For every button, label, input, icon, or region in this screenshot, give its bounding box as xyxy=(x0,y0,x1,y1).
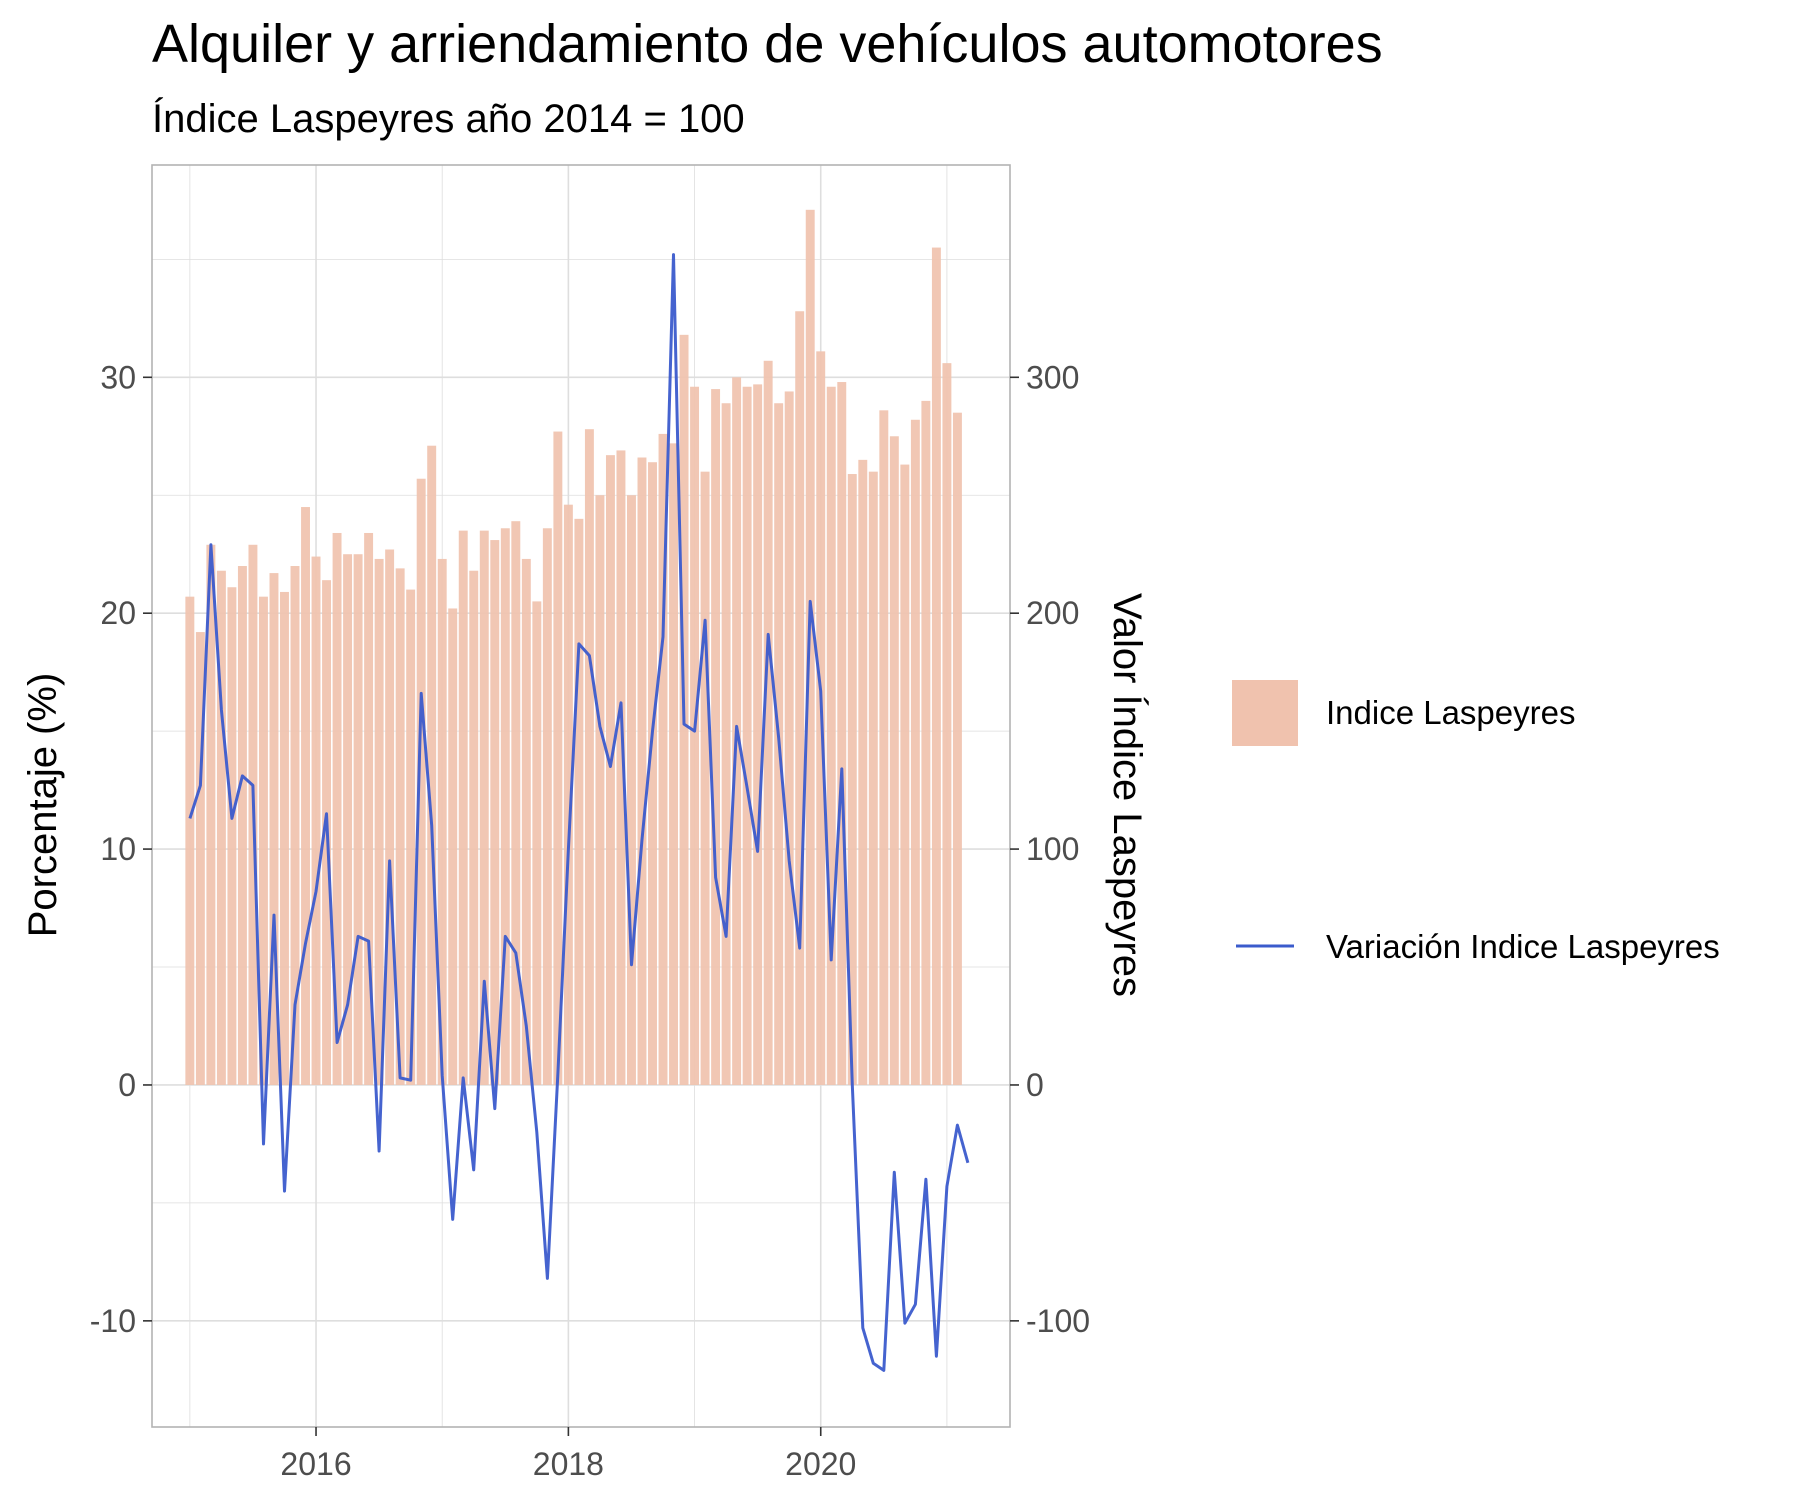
bar xyxy=(237,566,247,1085)
bar xyxy=(490,540,500,1085)
bar xyxy=(542,528,552,1085)
bar xyxy=(921,400,931,1085)
x-tick-label: 2016 xyxy=(280,1446,351,1482)
bar xyxy=(669,443,678,1085)
bar xyxy=(395,568,405,1085)
bar xyxy=(795,311,805,1085)
bar xyxy=(952,412,962,1085)
series-line xyxy=(188,253,970,1372)
y-axis-title-right: Valor Índice Laspeyres xyxy=(1105,593,1150,997)
bar xyxy=(763,360,773,1085)
x-tick-label: 2020 xyxy=(785,1446,856,1482)
bar xyxy=(479,530,489,1085)
y-axis-title-left: Porcentaje (%) xyxy=(21,673,65,938)
bar xyxy=(648,462,657,1085)
bar xyxy=(784,391,794,1085)
chart-title: Alquiler y arriendamiento de vehículos a… xyxy=(152,14,1383,74)
bar xyxy=(847,474,857,1085)
bar xyxy=(690,386,700,1085)
bar xyxy=(332,532,342,1085)
y-tick-label-left: 10 xyxy=(100,831,136,867)
bar xyxy=(858,459,868,1085)
bar xyxy=(627,495,636,1085)
bar xyxy=(742,386,752,1085)
bar xyxy=(301,507,310,1085)
bar xyxy=(889,436,899,1085)
plot-border xyxy=(151,164,1011,1428)
bar xyxy=(258,596,268,1085)
bar xyxy=(469,570,479,1085)
y-tick-label-right: 100 xyxy=(1026,831,1079,867)
bar xyxy=(931,247,941,1085)
bar xyxy=(290,566,300,1085)
bar xyxy=(595,495,605,1085)
bar xyxy=(637,457,647,1085)
bar xyxy=(826,386,836,1085)
y-tick-label-right: 200 xyxy=(1026,595,1079,631)
y-tick-label-left: 30 xyxy=(100,359,136,395)
bar xyxy=(942,363,952,1085)
bar xyxy=(185,596,195,1085)
bar xyxy=(385,549,395,1085)
bar xyxy=(353,554,363,1085)
bar xyxy=(616,450,626,1085)
bar xyxy=(605,455,615,1085)
bar xyxy=(700,471,710,1085)
bar xyxy=(574,518,584,1085)
bar xyxy=(195,632,205,1085)
bar xyxy=(910,419,920,1085)
bar xyxy=(563,504,573,1085)
bar xyxy=(311,556,321,1085)
bar xyxy=(427,445,437,1085)
y-tick-label-left: 20 xyxy=(100,595,136,631)
bar xyxy=(216,570,226,1085)
bar xyxy=(532,601,542,1085)
chart-subtitle: Índice Laspeyres año 2014 = 100 xyxy=(152,96,745,141)
bar xyxy=(374,558,384,1085)
bar xyxy=(879,410,889,1085)
bar xyxy=(584,429,594,1085)
bar xyxy=(511,521,521,1085)
legend-label-line: Variación Indice Laspeyres xyxy=(1326,928,1720,965)
bar xyxy=(206,544,216,1085)
bar xyxy=(711,389,721,1085)
bar xyxy=(269,573,279,1085)
legend-key-bars xyxy=(1232,680,1298,746)
bar xyxy=(437,558,447,1085)
bar xyxy=(343,554,353,1085)
y-tick-label-right: -100 xyxy=(1026,1303,1090,1339)
line-series-variacion-indice xyxy=(188,253,970,1372)
bar xyxy=(868,471,878,1085)
legend: Indice Laspeyres Variación Indice Laspey… xyxy=(1232,680,1720,965)
y-tick-label-left: -10 xyxy=(90,1303,136,1339)
bar xyxy=(364,532,374,1085)
bar xyxy=(721,403,731,1085)
bar xyxy=(416,478,426,1085)
bar xyxy=(753,384,763,1085)
bar xyxy=(837,382,847,1085)
bar xyxy=(280,591,289,1085)
bar xyxy=(448,608,458,1085)
bar xyxy=(227,587,237,1085)
y-tick-label-right: 300 xyxy=(1026,359,1079,395)
plot-frame xyxy=(151,164,1011,1428)
bar xyxy=(500,528,510,1085)
legend-label-bars: Indice Laspeyres xyxy=(1326,694,1575,731)
y-tick-label-right: 0 xyxy=(1026,1067,1044,1103)
bar xyxy=(406,589,416,1085)
y-tick-label-left: 0 xyxy=(118,1067,136,1103)
bar xyxy=(553,431,563,1085)
bar xyxy=(521,558,531,1085)
x-tick-label: 2018 xyxy=(533,1446,604,1482)
bar xyxy=(658,433,668,1085)
bar xyxy=(458,530,468,1085)
bar xyxy=(900,464,910,1085)
